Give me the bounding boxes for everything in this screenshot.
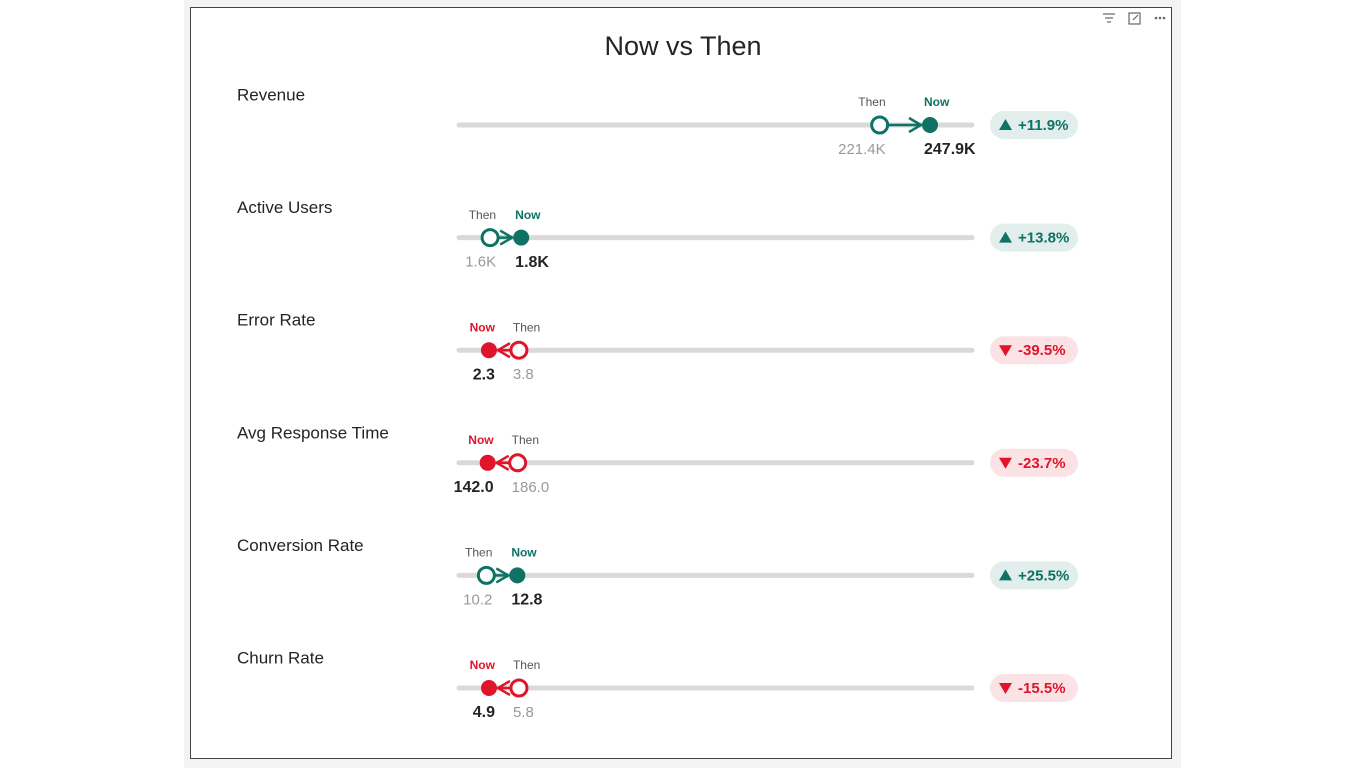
change-triangle [999, 231, 1012, 243]
change-label: -23.7% [1018, 455, 1066, 472]
row-label: Conversion Rate [237, 536, 364, 555]
row-label: Avg Response Time [237, 423, 389, 442]
change-label: +11.9% [1018, 117, 1068, 134]
then-label: Then [512, 433, 539, 447]
then-label: Then [465, 546, 492, 560]
then-marker [480, 228, 500, 248]
change-pill [990, 336, 1078, 365]
now-label: Now [924, 95, 950, 109]
then-value: 1.6K [465, 254, 496, 271]
change-triangle [999, 119, 1012, 130]
then-value: 186.0 [512, 479, 550, 496]
row-label: Churn Rate [237, 648, 324, 667]
filter-icon[interactable] [1103, 13, 1115, 23]
now-label: Now [470, 320, 496, 334]
change-label: +13.8% [1018, 230, 1069, 247]
now-marker [479, 454, 496, 471]
row-label: Active Users [237, 198, 332, 217]
then-marker [476, 565, 496, 585]
change-pill [990, 111, 1078, 139]
then-value: 10.2 [463, 591, 492, 608]
row-label: Error Rate [237, 311, 315, 330]
more-options-icon[interactable] [1154, 16, 1166, 20]
then-marker [870, 115, 890, 135]
visual-frame [190, 7, 1172, 759]
then-marker [508, 453, 528, 473]
now-value: 12.8 [511, 592, 542, 609]
now-marker [922, 117, 939, 133]
change-triangle [999, 457, 1012, 469]
change-arrow [496, 679, 511, 697]
now-label: Now [468, 433, 494, 447]
focus-mode-icon[interactable] [1128, 12, 1141, 25]
now-value: 247.9K [924, 141, 976, 158]
then-label: Then [513, 320, 540, 334]
change-arrow [495, 454, 510, 471]
change-label: -15.5% [1018, 680, 1066, 697]
now-value: 4.9 [473, 704, 495, 721]
change-arrow [499, 229, 514, 246]
change-pill [990, 674, 1078, 702]
now-value: 2.3 [473, 366, 495, 383]
change-pill [990, 561, 1078, 590]
then-value: 3.8 [513, 366, 534, 383]
then-label: Then [858, 95, 885, 109]
then-marker [509, 340, 529, 360]
now-value: 142.0 [454, 479, 494, 496]
now-marker [509, 567, 526, 584]
change-label: -39.5% [1018, 342, 1066, 359]
change-triangle [999, 569, 1012, 581]
change-triangle [999, 345, 1012, 357]
now-label: Now [470, 658, 496, 672]
chart-title: Now vs Then [604, 31, 761, 61]
then-marker [509, 678, 529, 698]
change-arrow [888, 116, 923, 134]
change-arrow [495, 567, 510, 584]
now-label: Now [515, 208, 541, 222]
now-marker [513, 229, 530, 246]
change-triangle [999, 683, 1012, 694]
row-label: Revenue [237, 85, 305, 104]
change-pill [990, 448, 1078, 477]
change-label: +25.5% [1018, 567, 1069, 584]
now-label: Now [511, 546, 537, 560]
now-value: 1.8K [515, 254, 549, 271]
now-marker [480, 680, 497, 696]
then-label: Then [469, 208, 496, 222]
change-pill [990, 223, 1078, 252]
then-value: 221.4K [838, 141, 886, 158]
change-arrow [496, 342, 511, 359]
then-label: Then [513, 658, 540, 672]
then-value: 5.8 [513, 704, 534, 721]
now-marker [480, 342, 497, 359]
